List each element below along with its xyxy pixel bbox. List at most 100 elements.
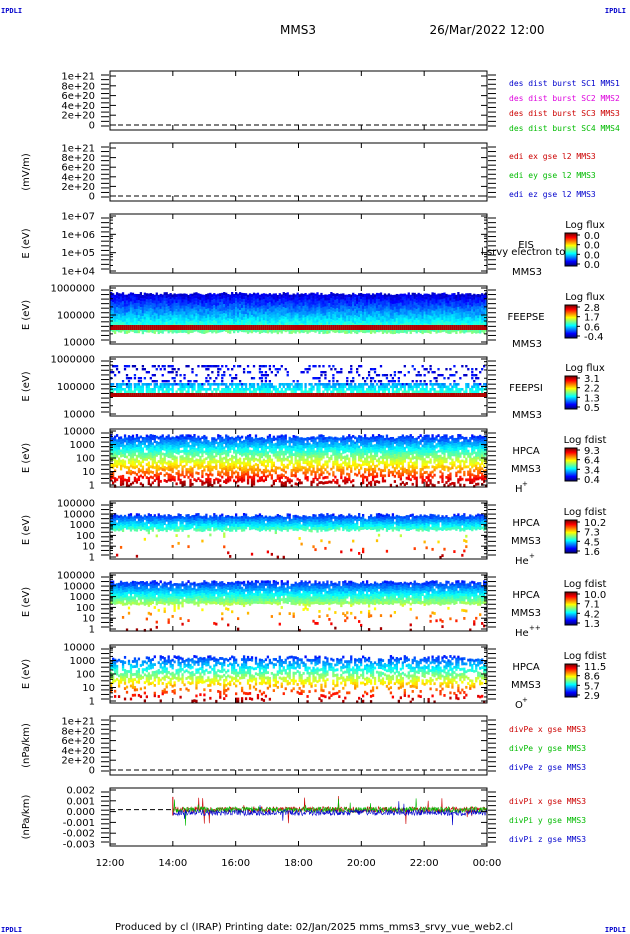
heatmap-cell (455, 330, 458, 334)
heatmap-cell (373, 390, 377, 394)
heatmap-cell (360, 304, 363, 309)
heatmap-cell (453, 296, 456, 300)
heatmap-cell (336, 329, 339, 333)
heatmap-cell (171, 462, 174, 466)
heatmap-cell (266, 390, 270, 394)
heatmap-cell (381, 374, 385, 377)
heatmap-cell (471, 300, 474, 304)
heatmap-cell (153, 315, 156, 319)
heatmap-cell (342, 311, 345, 315)
heatmap-cell (401, 383, 404, 386)
heatmap-cell (119, 444, 123, 447)
heatmap-cell (155, 440, 158, 444)
heatmap-cell (161, 300, 164, 304)
heatmap-cell (463, 325, 466, 330)
heatmap-cell (227, 303, 230, 307)
heatmap-cell (429, 393, 432, 397)
heatmap-cell (340, 314, 343, 318)
heatmap-cell (141, 312, 145, 317)
heatmap-cell (447, 315, 450, 319)
heatmap-cell (286, 322, 289, 326)
heatmap-cell (137, 302, 141, 307)
heatmap-cell (199, 325, 202, 330)
heatmap-cell (310, 393, 313, 397)
heatmap-cell (473, 380, 476, 383)
heatmap-cell (300, 329, 303, 333)
heatmap-cell (346, 388, 349, 391)
heatmap-cell (149, 393, 152, 397)
heatmap-cell (213, 320, 216, 324)
heatmap-cell (252, 325, 256, 330)
heatmap-cell (161, 442, 164, 445)
heatmap-cell (205, 311, 208, 316)
heatmap-cell (475, 383, 478, 386)
heatmap-cell (407, 316, 410, 320)
heatmap-cell (129, 446, 133, 450)
heatmap-cell (197, 461, 200, 465)
heatmap-cell (465, 325, 468, 330)
heatmap-cell (131, 439, 135, 443)
heatmap-cell (407, 322, 410, 326)
heatmap-cell (197, 435, 200, 439)
heatmap-cell (332, 388, 335, 391)
heatmap-cell (165, 467, 168, 470)
heatmap-cell (284, 316, 287, 321)
heatmap-cell (173, 457, 176, 461)
heatmap-cell (159, 393, 162, 397)
heatmap-cell (155, 319, 158, 323)
heatmap-cell (229, 325, 232, 330)
heatmap-cell (205, 444, 208, 448)
heatmap-cell (258, 318, 262, 322)
heatmap-cell (183, 438, 186, 442)
heatmap-cell (338, 299, 341, 304)
heatmap-cell (395, 299, 399, 304)
heatmap-cell (346, 318, 349, 322)
heatmap-cell (139, 301, 143, 305)
heatmap-cell (288, 385, 291, 389)
heatmap-cell (330, 385, 333, 389)
heatmap-cell (389, 318, 393, 322)
heatmap-cell (137, 475, 141, 479)
heatmap-cell (300, 325, 303, 330)
heatmap-cell (201, 318, 204, 322)
heatmap-cell (395, 383, 399, 386)
heatmap-cell (221, 322, 224, 327)
heatmap-cell (389, 330, 393, 334)
heatmap-cell (163, 365, 166, 368)
heatmap-cell (175, 456, 178, 460)
heatmap-cell (451, 323, 454, 327)
heatmap-cell (395, 293, 399, 298)
heatmap-cell (191, 459, 194, 463)
heatmap-cell (137, 305, 141, 310)
heatmap-cell (306, 393, 309, 397)
heatmap-cell (354, 321, 357, 325)
heatmap-cell (250, 315, 254, 319)
heatmap-cell (381, 321, 385, 326)
heatmap-cell (419, 374, 422, 377)
heatmap-cell (274, 314, 277, 318)
heatmap-cell (133, 393, 137, 397)
heatmap-cell (467, 299, 470, 303)
heatmap-cell (159, 438, 162, 442)
heatmap-cell (481, 317, 484, 321)
heatmap-cell (296, 388, 299, 391)
y-axis-label: (mV/m) (21, 153, 32, 191)
heatmap-cell (127, 458, 131, 462)
heatmap-cell (274, 329, 277, 333)
heatmap-cell (189, 465, 192, 469)
heatmap-cell (193, 383, 196, 386)
heatmap-cell (165, 310, 168, 314)
heatmap-cell (113, 388, 117, 391)
colorbar-cell (565, 248, 577, 250)
heatmap-cell (135, 308, 139, 313)
heatmap-cell (363, 314, 367, 319)
heatmap-cell (215, 388, 218, 391)
heatmap-cell (332, 323, 335, 327)
heatmap-cell (433, 388, 436, 391)
heatmap-cell (248, 393, 252, 397)
heatmap-cell (258, 368, 262, 371)
heatmap-cell (171, 444, 174, 448)
heatmap-cell (236, 317, 240, 321)
heatmap-cell (326, 321, 329, 325)
heatmap-cell (197, 390, 200, 394)
